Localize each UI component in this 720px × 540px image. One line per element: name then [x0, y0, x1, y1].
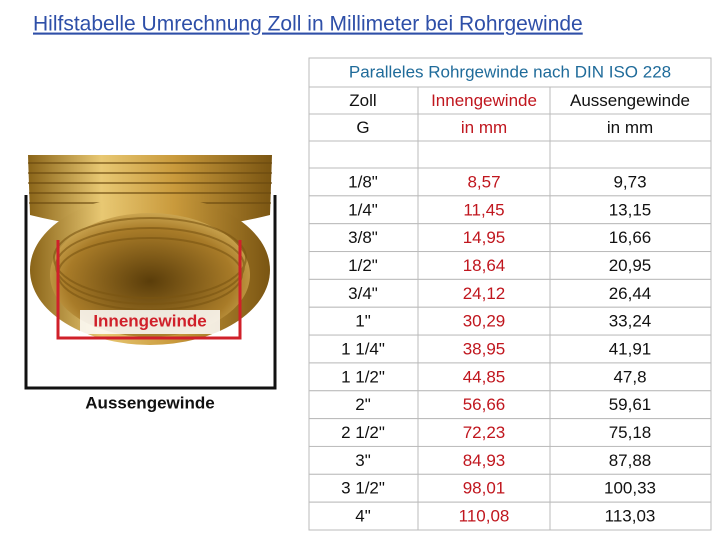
table-cell: [308, 223, 419, 253]
table-cell: [417, 473, 551, 503]
table-cell: [417, 251, 551, 280]
cell-text: 41,91: [609, 339, 652, 358]
cell-text: 3": [355, 451, 371, 470]
table-cell: [549, 195, 712, 225]
table-cell: [308, 167, 419, 197]
table-cell: [308, 278, 419, 308]
cell-text: 1/4": [348, 200, 378, 219]
cell-text: 1 1/2": [341, 367, 385, 386]
table-cell: [417, 418, 551, 447]
cell-text: 3 1/2": [341, 479, 385, 498]
fitting-image: [24, 155, 277, 390]
cell-text: 20,95: [609, 256, 652, 275]
cell-text: 13,15: [609, 200, 652, 219]
cell-text: 100,33: [604, 479, 656, 498]
table-cell: [308, 140, 419, 169]
table-cell: [549, 113, 712, 142]
table-cell: [549, 251, 712, 280]
table-cell: [308, 473, 419, 503]
cell-text: 1": [355, 312, 371, 331]
table-cell: [417, 195, 551, 225]
cell-text: 59,61: [609, 395, 652, 414]
table-cell: [308, 390, 419, 420]
inner-label: Innengewinde: [93, 311, 206, 330]
cell-text: 16,66: [609, 228, 652, 247]
cell-text: 9,73: [613, 172, 646, 191]
table-cell: [549, 140, 712, 169]
table-cell: [417, 167, 551, 197]
cell-text: 18,64: [463, 256, 506, 275]
cell-text: 75,18: [609, 423, 652, 442]
cell-text: 1 1/4": [341, 339, 385, 358]
table: Paralleles Rohrgewinde nach DIN ISO 228 Z…: [308, 57, 712, 531]
table-cell: [549, 390, 712, 420]
cell-text: 24,12: [463, 284, 506, 303]
table-caption: Paralleles Rohrgewinde nach DIN ISO 228: [349, 62, 671, 81]
header-cell-text: Aussengewinde: [570, 91, 690, 110]
table-cell: [549, 445, 712, 475]
cell-text: 3/8": [348, 228, 378, 247]
cell-text: 11,45: [463, 200, 504, 219]
table-cell: [308, 334, 419, 364]
cell-text: 44,85: [463, 367, 506, 386]
table-cell: [308, 306, 419, 336]
table-cell: [417, 86, 551, 115]
cell-text: 2 1/2": [341, 423, 385, 442]
cell-text: 8,57: [467, 172, 500, 191]
cell-text: 3/4": [348, 284, 378, 303]
cell-text: 2": [355, 395, 371, 414]
cell-text: 38,95: [463, 339, 506, 358]
table-cell: [417, 140, 551, 169]
table-cell: [549, 473, 712, 503]
table-cell: [417, 501, 551, 531]
header-cell-text: G: [356, 118, 369, 137]
table-cell: [308, 113, 419, 142]
cell-text: 1/2": [348, 256, 378, 275]
cell-text: 84,93: [463, 451, 506, 470]
table-cell: [549, 86, 712, 115]
table-cell: [549, 501, 712, 531]
outer-label: Aussengewinde: [85, 393, 214, 412]
table-cell: [549, 223, 712, 253]
table-cell: [549, 278, 712, 308]
table-cell: [549, 334, 712, 364]
cell-text: 98,01: [463, 479, 506, 498]
table-cell: [308, 418, 419, 447]
cell-text: 4": [355, 507, 371, 526]
header-cell-text: in mm: [461, 118, 507, 137]
cell-text: 110,08: [459, 507, 510, 526]
page-title: Hilfstabelle Umrechnung Zoll in Millimet…: [33, 13, 583, 36]
table-cell: [308, 445, 419, 475]
cell-text: 72,23: [463, 423, 506, 442]
cell-text: 14,95: [463, 228, 506, 247]
table-cell: [549, 167, 712, 197]
table-cell: [417, 223, 551, 253]
header-cell-text: in mm: [607, 118, 653, 137]
table-cell: [308, 195, 419, 225]
cell-text: 30,29: [463, 312, 506, 331]
header-cell-text: Zoll: [349, 91, 376, 110]
cell-text: 47,8: [613, 367, 646, 386]
table-cell: [417, 113, 551, 142]
cell-text: 87,88: [609, 451, 652, 470]
cell-text: 33,24: [609, 312, 652, 331]
header-cell-text: Innengewinde: [431, 91, 537, 110]
caption-cell: [308, 57, 712, 88]
cell-text: 113,03: [605, 507, 656, 526]
cell-text: 26,44: [609, 284, 652, 303]
cell-text: 56,66: [463, 395, 506, 414]
cell-text: 1/8": [348, 172, 378, 191]
table-cell: [417, 278, 551, 308]
